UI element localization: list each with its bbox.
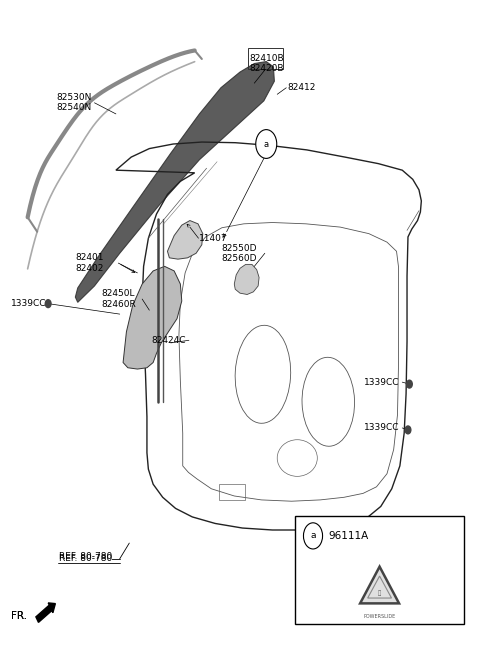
Text: 82550D
82560D: 82550D 82560D — [221, 244, 256, 263]
Text: 82412: 82412 — [288, 83, 316, 92]
Polygon shape — [168, 221, 203, 259]
Text: 82530N
82540N: 82530N 82540N — [56, 93, 92, 112]
Text: 11407: 11407 — [199, 234, 228, 242]
Bar — [218, 484, 245, 500]
Bar — [295, 516, 464, 624]
Text: REF. 80-780: REF. 80-780 — [59, 552, 112, 561]
Text: 96111A: 96111A — [328, 531, 369, 541]
Polygon shape — [234, 264, 259, 294]
Circle shape — [405, 426, 411, 434]
Circle shape — [45, 300, 51, 307]
Text: 82450L
82460R: 82450L 82460R — [102, 289, 136, 309]
Text: POWERSLIDE: POWERSLIDE — [363, 614, 396, 619]
Text: 82401
82402: 82401 82402 — [75, 254, 104, 273]
FancyArrow shape — [36, 603, 55, 622]
Polygon shape — [123, 266, 182, 369]
Text: 1339CC: 1339CC — [364, 424, 399, 432]
Bar — [248, 49, 283, 70]
Circle shape — [407, 380, 412, 388]
Text: REF. 80-780: REF. 80-780 — [59, 555, 112, 563]
Polygon shape — [360, 566, 399, 603]
Polygon shape — [75, 62, 275, 302]
Circle shape — [303, 523, 323, 549]
Circle shape — [256, 129, 277, 158]
Text: REF. 80-780: REF. 80-780 — [59, 555, 112, 563]
Text: 🚗: 🚗 — [378, 591, 381, 597]
Text: a: a — [310, 532, 316, 541]
Text: a: a — [264, 139, 269, 148]
Text: FR.: FR. — [11, 612, 27, 622]
Text: 82410B
82420B: 82410B 82420B — [250, 54, 284, 73]
Text: 1339CC: 1339CC — [11, 299, 47, 308]
Text: FR.: FR. — [11, 612, 27, 622]
Text: 82424C: 82424C — [152, 336, 186, 345]
Text: 1339CC: 1339CC — [364, 378, 399, 387]
